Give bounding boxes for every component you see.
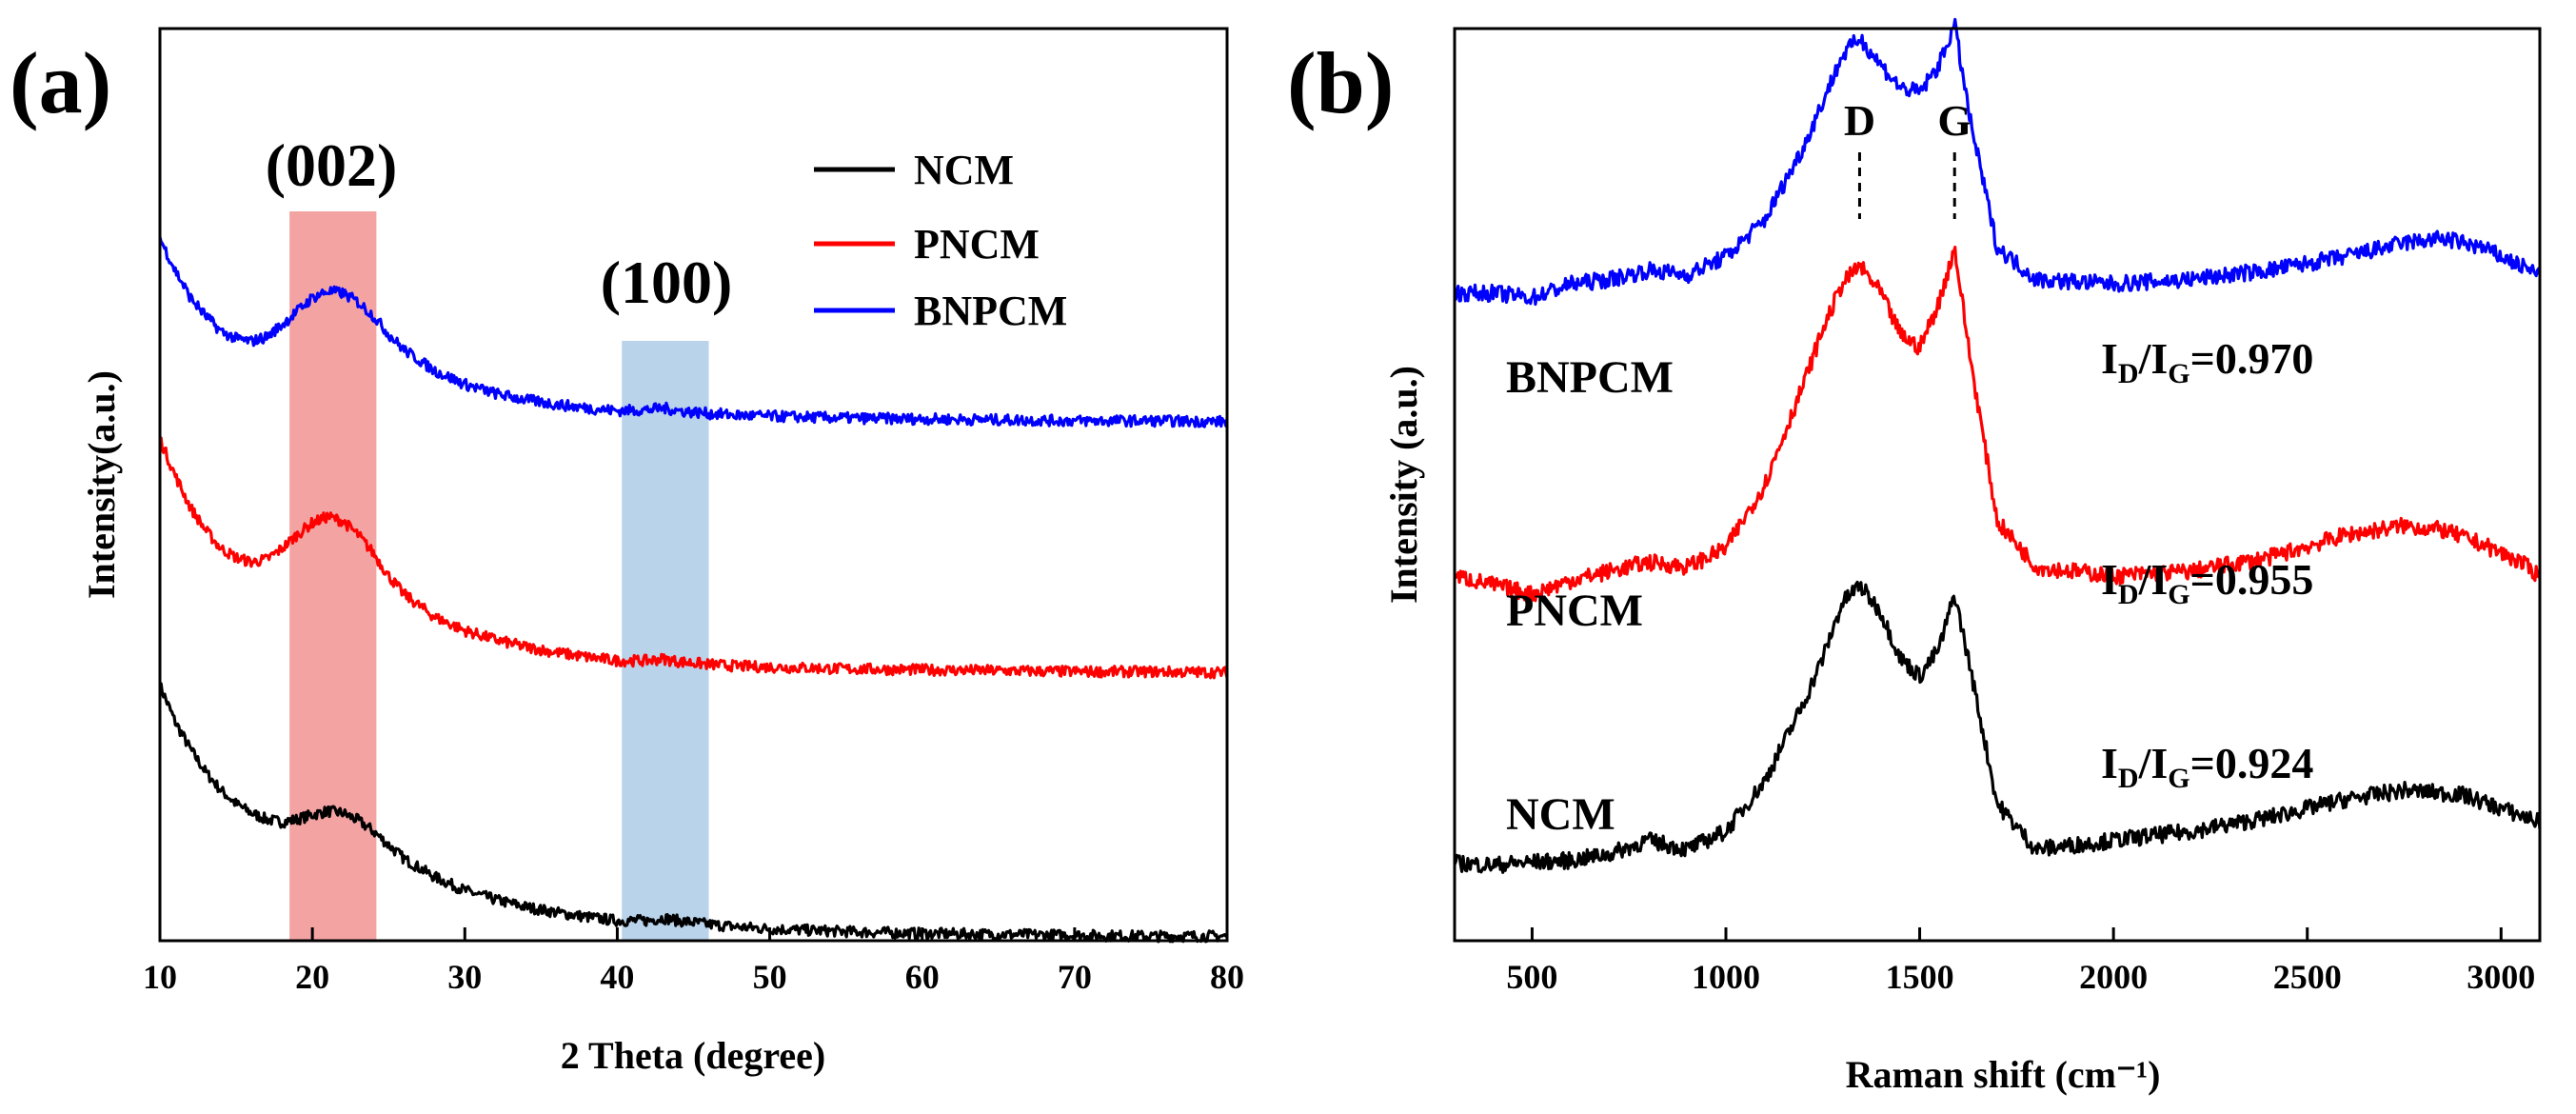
legend-label-pncm: PNCM xyxy=(914,221,1040,268)
series-label-bnpcm: BNPCM xyxy=(1506,352,1674,403)
panel-a-label: (a) xyxy=(10,34,111,131)
band-002 xyxy=(289,211,377,941)
panel-a-x-tick-label-50: 50 xyxy=(753,958,787,996)
panel-b-x-tick-label-2000: 2000 xyxy=(2079,958,2148,996)
panel-a-x-tick-label-60: 60 xyxy=(905,958,940,996)
panel-a-xrd-chart: (a) 10 20 30 40 50 60 70 80 2 Theta (degree) In… xyxy=(10,27,1244,1077)
ratio-label-pncm: ID/IG=0.955 xyxy=(2101,555,2313,610)
panel-b-curves xyxy=(1453,17,2542,874)
panel-b-plot-frame xyxy=(1453,27,2542,943)
panel-b-x-ticks: 500 1000 1500 2000 2500 3000 xyxy=(1506,927,2535,996)
panel-a-legend: NCM PNCM BNPCM xyxy=(814,147,1067,334)
panel-b-series-bnpcm xyxy=(1454,17,2542,307)
panel-b-series-ncm xyxy=(1453,580,2542,874)
panel-b-x-axis-title: Raman shift (cm⁻¹) xyxy=(1846,1053,2161,1096)
panel-b-x-tick-label-1000: 1000 xyxy=(1692,958,1760,996)
band-label-002: (002) xyxy=(266,131,398,199)
panel-b-x-tick-label-1500: 1500 xyxy=(1886,958,1954,996)
panel-a-x-tick-label-80: 80 xyxy=(1210,958,1244,996)
band-label-100: (100) xyxy=(601,249,733,316)
panel-b-series-pncm xyxy=(1454,246,2542,603)
panel-a-x-ticks: 10 20 30 40 50 60 70 80 xyxy=(143,927,1244,996)
panel-a-bands xyxy=(289,211,709,941)
ratio-label-ncm: ID/IG=0.924 xyxy=(2101,739,2313,794)
panel-a-plot-frame xyxy=(158,27,1229,943)
panel-a-series-bnpcm xyxy=(158,236,1229,428)
panel-a-x-tick-label-70: 70 xyxy=(1058,958,1092,996)
panel-b-label: (b) xyxy=(1287,34,1394,131)
series-label-ncm: NCM xyxy=(1506,789,1615,840)
ratio-label-bnpcm: ID/IG=0.970 xyxy=(2101,334,2313,389)
panel-a-x-tick-label-30: 30 xyxy=(447,958,482,996)
legend-label-ncm: NCM xyxy=(914,147,1014,193)
panel-b-x-tick-label-3000: 3000 xyxy=(2467,958,2535,996)
panel-b-y-axis-title: Intensity (a.u.) xyxy=(1382,366,1425,604)
panel-a-x-axis-title: 2 Theta (degree) xyxy=(561,1034,825,1077)
series-label-pncm: PNCM xyxy=(1506,586,1643,636)
band-100 xyxy=(622,341,709,941)
panel-a-series-pncm xyxy=(158,436,1229,680)
panel-b-x-tick-label-500: 500 xyxy=(1506,958,1557,996)
panel-a-x-tick-label-20: 20 xyxy=(295,958,329,996)
peak-label-g: G xyxy=(1937,96,1972,145)
legend-label-bnpcm: BNPCM xyxy=(914,288,1067,334)
panel-a-y-axis-title: Intensity(a.u.) xyxy=(80,370,123,599)
panel-a-x-tick-label-40: 40 xyxy=(600,958,634,996)
panel-b-x-tick-label-2500: 2500 xyxy=(2273,958,2342,996)
peak-label-d: D xyxy=(1844,96,1875,145)
panel-a-x-tick-label-10: 10 xyxy=(143,958,177,996)
